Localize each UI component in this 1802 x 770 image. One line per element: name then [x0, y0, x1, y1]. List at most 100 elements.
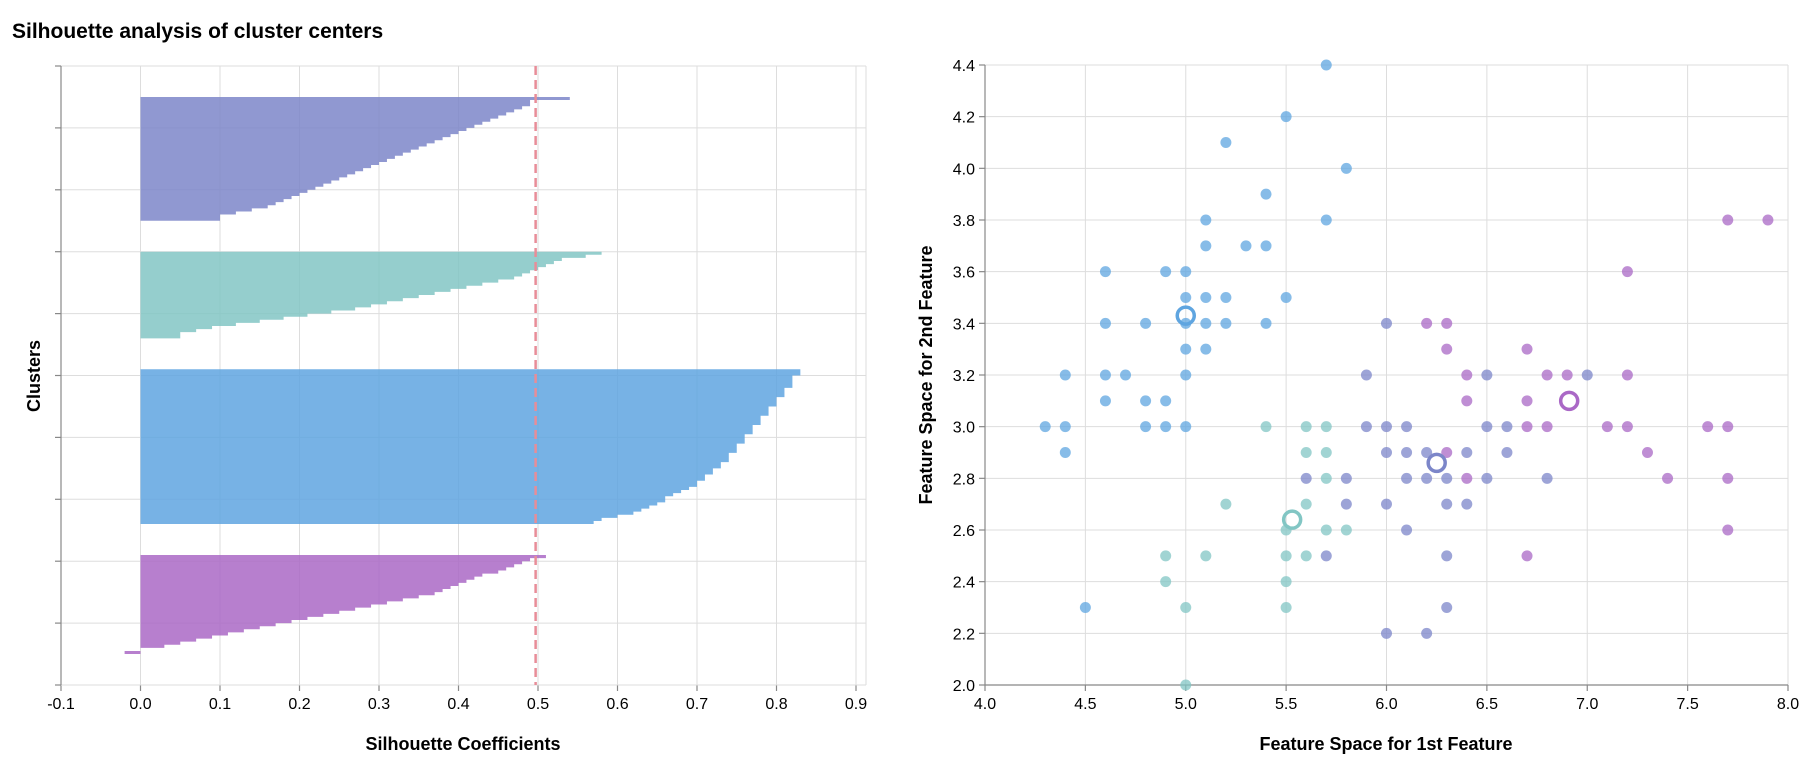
data-point-cluster-2	[1099, 317, 1111, 329]
data-point-cluster-1	[1160, 550, 1172, 562]
data-point-cluster-1	[1300, 421, 1312, 433]
data-point-cluster-1	[1320, 447, 1332, 458]
data-point-cluster-0	[1340, 498, 1352, 510]
data-point-cluster-0	[1581, 369, 1593, 381]
x-tick-label: 0.3	[368, 696, 390, 713]
x-tick-label: 7.0	[1576, 696, 1598, 713]
data-point-cluster-3	[1441, 447, 1453, 458]
data-point-cluster-1	[1320, 524, 1332, 536]
x-tick-label: 0.9	[845, 696, 867, 713]
x-tick-label: 6.0	[1375, 696, 1397, 713]
data-point-cluster-2	[1280, 111, 1292, 123]
data-point-cluster-3	[1441, 317, 1453, 329]
y-tick-label: 3.0	[953, 420, 975, 437]
y-tick-label: 2.8	[953, 471, 975, 488]
data-point-cluster-0	[1401, 524, 1413, 536]
data-point-cluster-3	[1621, 421, 1633, 433]
data-point-cluster-0	[1401, 447, 1413, 458]
data-point-cluster-0	[1481, 369, 1493, 381]
chart-title: Silhouette analysis of cluster centers	[12, 20, 383, 43]
data-point-cluster-2	[1099, 369, 1111, 381]
data-point-cluster-0	[1340, 472, 1352, 484]
x-tick-label: 5.5	[1275, 696, 1297, 713]
silhouette-area-cluster-1	[140, 251, 602, 339]
y-tick-label: 3.2	[953, 368, 975, 385]
data-point-cluster-2	[1180, 266, 1192, 278]
data-point-cluster-2	[1059, 369, 1071, 381]
data-point-cluster-1	[1340, 524, 1352, 536]
data-point-cluster-2	[1320, 59, 1332, 71]
data-point-cluster-0	[1481, 472, 1493, 484]
cluster-center-0	[1426, 452, 1447, 474]
data-point-cluster-1	[1180, 679, 1192, 691]
y-tick-label: 3.6	[953, 265, 975, 282]
data-point-cluster-2	[1200, 292, 1212, 303]
data-point-cluster-2	[1200, 343, 1212, 355]
data-point-cluster-2	[1200, 317, 1212, 329]
x-tick-label: 0.6	[606, 696, 628, 713]
data-point-cluster-2	[1180, 421, 1192, 433]
y-tick-label: 2.0	[953, 678, 975, 695]
x-tick-label: 0.8	[765, 696, 787, 713]
data-point-cluster-3	[1722, 472, 1734, 484]
x-tick-label: 4.0	[974, 696, 996, 713]
data-point-cluster-3	[1662, 472, 1674, 484]
data-point-cluster-0	[1441, 498, 1453, 510]
data-point-cluster-1	[1280, 550, 1292, 562]
data-point-cluster-1	[1320, 421, 1332, 433]
data-point-cluster-3	[1541, 369, 1553, 381]
data-point-cluster-0	[1421, 627, 1433, 639]
data-point-cluster-2	[1280, 292, 1292, 303]
data-point-cluster-2	[1079, 602, 1091, 613]
data-point-cluster-2	[1059, 421, 1071, 433]
data-point-cluster-1	[1180, 602, 1192, 613]
y-tick-label: 2.2	[953, 626, 975, 643]
data-point-cluster-0	[1441, 550, 1453, 562]
y-tick-label: 3.4	[953, 316, 975, 333]
data-point-cluster-0	[1461, 447, 1473, 458]
data-point-cluster-1	[1280, 576, 1292, 588]
data-point-cluster-3	[1461, 395, 1473, 407]
data-point-cluster-3	[1421, 317, 1433, 329]
data-point-cluster-2	[1140, 421, 1152, 433]
data-point-cluster-0	[1541, 472, 1553, 484]
data-point-cluster-2	[1260, 240, 1272, 252]
x-tick-label: 6.5	[1476, 696, 1498, 713]
silhouette-area-cluster-0	[140, 96, 570, 221]
data-point-cluster-2	[1200, 240, 1212, 252]
data-point-cluster-1	[1200, 550, 1212, 562]
data-point-cluster-3	[1461, 472, 1473, 484]
silhouette-area-cluster-3	[124, 555, 546, 655]
data-point-cluster-3	[1561, 369, 1573, 381]
data-point-cluster-1	[1280, 602, 1292, 613]
data-point-cluster-1	[1220, 498, 1232, 510]
data-point-cluster-0	[1300, 472, 1312, 484]
data-point-cluster-3	[1441, 343, 1453, 355]
data-point-cluster-2	[1059, 447, 1071, 458]
cluster-center-2	[1175, 305, 1196, 326]
data-point-cluster-0	[1421, 472, 1433, 484]
data-point-cluster-3	[1722, 214, 1734, 226]
data-point-cluster-0	[1501, 447, 1513, 458]
y-tick-label: 4.0	[953, 161, 975, 178]
x-tick-label: 4.5	[1074, 696, 1096, 713]
data-point-cluster-0	[1381, 447, 1392, 458]
data-point-cluster-3	[1722, 524, 1734, 536]
x-tick-label: 0.0	[129, 696, 151, 713]
scatter-y-axis-title: Feature Space for 2nd Feature	[916, 245, 936, 504]
data-point-cluster-2	[1039, 421, 1051, 433]
data-point-cluster-2	[1099, 395, 1111, 407]
data-point-cluster-2	[1140, 317, 1152, 329]
cluster-center-3	[1558, 390, 1580, 412]
data-point-cluster-1	[1160, 576, 1172, 588]
data-point-cluster-2	[1220, 292, 1232, 303]
data-point-cluster-0	[1441, 472, 1453, 484]
data-point-cluster-0	[1320, 550, 1332, 562]
data-point-cluster-0	[1401, 421, 1413, 433]
data-point-cluster-3	[1521, 421, 1533, 433]
cluster-center-1	[1281, 509, 1303, 530]
data-point-cluster-3	[1621, 266, 1633, 278]
data-point-cluster-2	[1160, 266, 1172, 278]
data-point-cluster-2	[1180, 343, 1192, 355]
